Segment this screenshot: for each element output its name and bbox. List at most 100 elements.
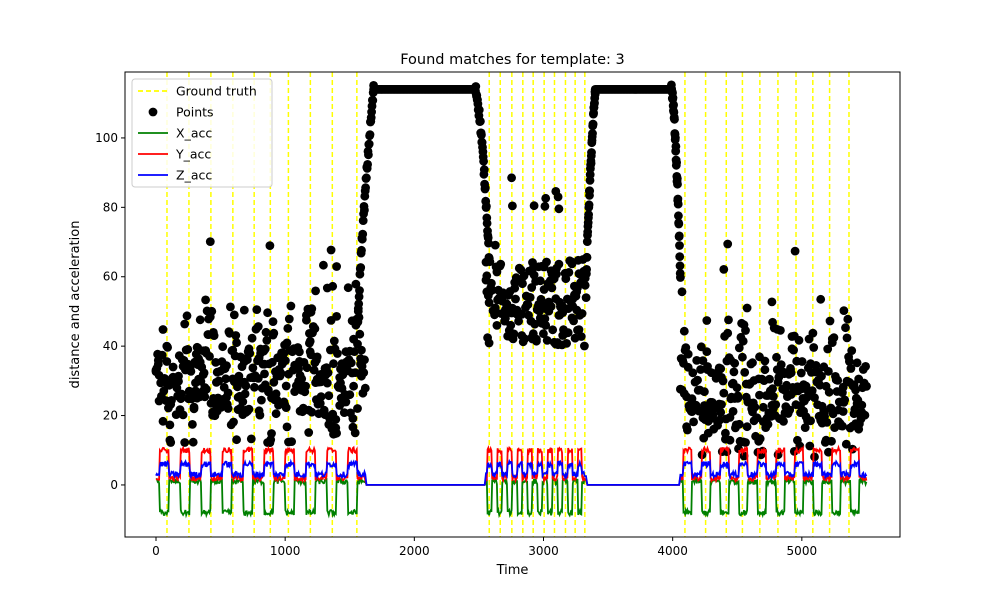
point (769, 392, 778, 401)
point (358, 229, 368, 239)
point (496, 259, 506, 269)
point (470, 85, 480, 94)
point (687, 394, 697, 404)
point (162, 357, 172, 366)
point (351, 279, 361, 289)
point (209, 331, 219, 340)
point (688, 368, 698, 378)
point (165, 420, 175, 430)
point (540, 201, 550, 211)
x-tick-label: 2000 (399, 544, 430, 558)
legend: Ground truth Points X_acc Y_acc Z_acc (131, 78, 273, 188)
point (750, 402, 760, 412)
point (671, 133, 680, 143)
point (724, 315, 733, 325)
point (177, 389, 187, 399)
point (587, 148, 596, 157)
point (816, 294, 826, 304)
point (346, 358, 356, 368)
point (862, 382, 871, 391)
point (287, 437, 296, 446)
point (771, 400, 781, 409)
point (282, 338, 292, 348)
point (530, 319, 540, 329)
point (716, 408, 726, 417)
point (348, 414, 358, 423)
point (267, 429, 276, 438)
point (253, 322, 263, 331)
point (539, 329, 548, 339)
point (286, 301, 296, 311)
point (586, 158, 596, 168)
point (305, 336, 315, 346)
point (360, 205, 369, 215)
point (229, 310, 239, 320)
point (158, 325, 168, 334)
point (811, 361, 821, 370)
point (186, 367, 196, 376)
point (666, 85, 675, 94)
point (807, 386, 817, 395)
point (281, 356, 290, 365)
point (244, 404, 254, 414)
point (312, 352, 322, 362)
point (368, 96, 378, 105)
point (805, 441, 815, 451)
x-tick-label: 4000 (657, 544, 688, 558)
point (319, 260, 328, 270)
point (479, 165, 489, 175)
point (582, 237, 592, 247)
point (479, 156, 488, 166)
point (229, 417, 238, 427)
y-axis-ticks: 0 20 40 60 80 100 (95, 131, 125, 492)
chart-title: Found matches for template: 3 (400, 52, 625, 68)
point (719, 388, 729, 398)
point (283, 324, 293, 333)
point (231, 331, 241, 340)
point (562, 339, 571, 348)
point (364, 139, 374, 149)
point (779, 417, 788, 426)
point (765, 374, 774, 384)
point (841, 323, 850, 333)
point (167, 396, 176, 405)
point (822, 418, 832, 427)
point (511, 294, 520, 304)
point (742, 422, 752, 432)
point (281, 381, 291, 391)
point (159, 386, 169, 396)
point (546, 302, 556, 311)
point (183, 345, 193, 354)
point (345, 390, 355, 400)
point (349, 381, 358, 391)
point (772, 352, 781, 362)
point (223, 388, 233, 398)
point (734, 343, 744, 353)
point (297, 374, 307, 384)
point (329, 336, 339, 346)
point (767, 297, 777, 307)
point (332, 312, 341, 321)
point (679, 326, 689, 336)
point (525, 293, 535, 302)
point (331, 415, 341, 424)
point (341, 397, 351, 407)
point (262, 336, 272, 345)
point (725, 435, 735, 445)
point (482, 271, 492, 281)
point (188, 420, 197, 429)
point (719, 265, 729, 274)
point (860, 410, 870, 420)
legend-label: X_acc (176, 126, 212, 141)
legend-label: Y_acc (175, 147, 211, 162)
point (311, 286, 320, 296)
point (738, 352, 747, 362)
point (776, 360, 786, 369)
point (574, 325, 584, 334)
point (247, 333, 257, 343)
point (842, 333, 852, 343)
point (790, 246, 800, 256)
point (540, 314, 550, 324)
point (800, 423, 810, 432)
point (523, 300, 533, 309)
